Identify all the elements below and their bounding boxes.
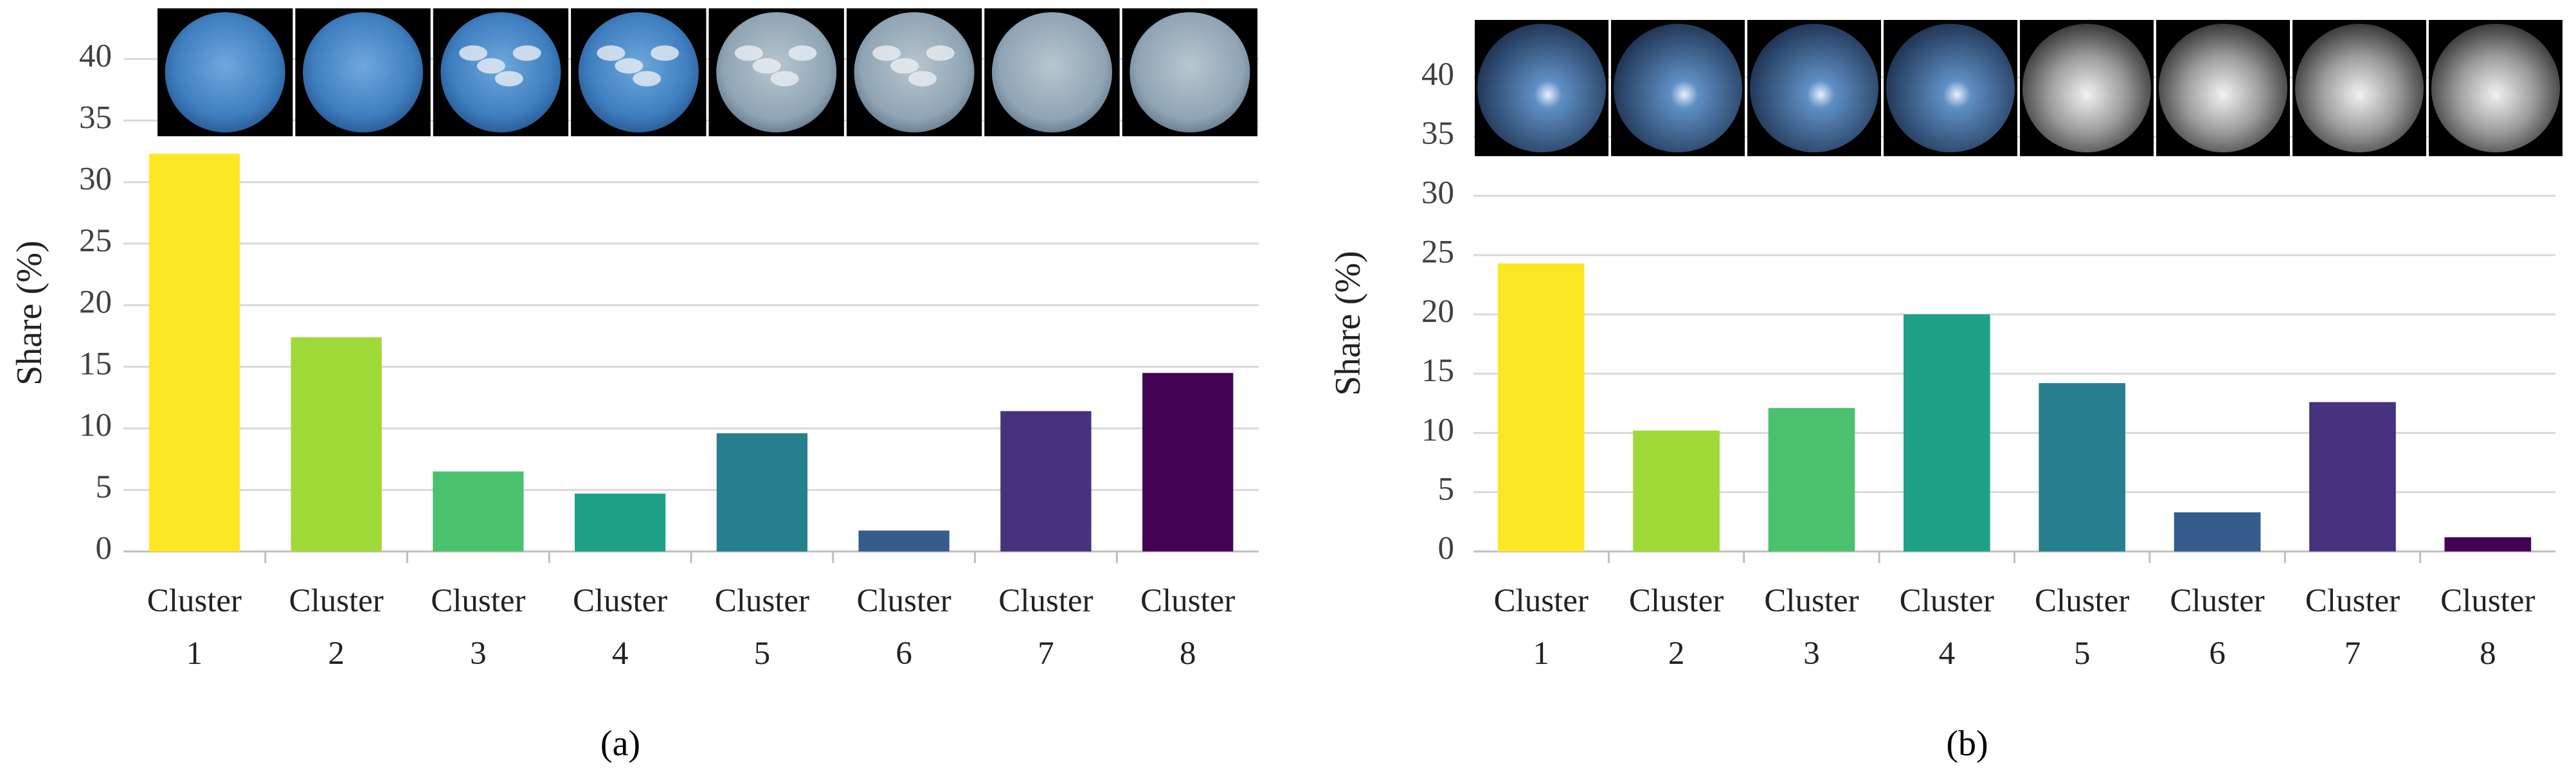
bar [433, 471, 524, 551]
cloud [734, 45, 763, 61]
y-tick-label: 15 [1421, 353, 1454, 389]
x-tick-label: Cluster 8 [2440, 583, 2535, 672]
x-tick-label: Cluster 7 [2305, 583, 2400, 672]
cloud [890, 58, 919, 74]
sky-image [716, 12, 837, 132]
cloud [615, 58, 644, 74]
y-tick-label: 25 [79, 223, 112, 259]
bar [291, 337, 382, 551]
x-tick-label: Cluster 2 [289, 583, 384, 672]
x-tick-label: Cluster 4 [1899, 583, 1994, 672]
sky-image [2431, 24, 2560, 152]
sky-image [1477, 24, 1606, 152]
cloud [908, 71, 937, 87]
cloud [651, 45, 680, 61]
bar [1633, 430, 1720, 551]
bar [2309, 402, 2396, 551]
y-tick-label: 0 [1438, 531, 1455, 567]
x-tick-label: Cluster 1 [147, 583, 242, 672]
bar [1142, 373, 1234, 551]
cloud [512, 45, 541, 61]
y-tick-label: 0 [96, 531, 113, 567]
sky-image [2159, 24, 2287, 152]
sky-image [991, 12, 1112, 132]
y-tick-label: 10 [79, 407, 112, 443]
y-tick-label: 35 [79, 100, 112, 136]
y-tick-label: 20 [1421, 294, 1454, 330]
cloud [752, 58, 781, 74]
sky-image [1614, 24, 1742, 152]
y-tick-label: 35 [1421, 116, 1454, 152]
x-tick-label: Cluster 4 [572, 583, 668, 672]
y-axis-label: Share (%) [10, 240, 50, 385]
sky-image [165, 12, 285, 132]
x-tick-label: Cluster 5 [714, 583, 810, 672]
x-tick-label: Cluster 6 [2170, 583, 2265, 672]
x-tick-label: Cluster 8 [1140, 583, 1236, 672]
y-tick-label: 30 [1421, 175, 1454, 211]
cloud [926, 45, 955, 61]
y-tick-label: 20 [79, 285, 112, 321]
y-tick-label: 40 [79, 38, 112, 74]
bar [149, 154, 240, 551]
bar [2444, 537, 2532, 551]
bar [1497, 263, 1585, 551]
y-axis-label: Share (%) [1328, 251, 1368, 395]
y-tick-label: 25 [1421, 235, 1454, 271]
sky-image [303, 12, 424, 132]
cloud [459, 45, 488, 61]
y-tick-label: 30 [79, 161, 112, 197]
sky-image [1886, 24, 2015, 152]
bar [858, 530, 950, 551]
sky-image [1130, 12, 1250, 132]
sky-image [440, 12, 561, 132]
cloud [476, 58, 505, 74]
x-tick-label: Cluster 3 [431, 583, 526, 672]
x-tick-label: Cluster 6 [856, 583, 951, 672]
sky-image [854, 12, 975, 132]
bar [2174, 512, 2261, 551]
x-tick-label: Cluster 2 [1628, 583, 1724, 672]
y-tick-label: 40 [1421, 57, 1454, 93]
x-tick-label: Cluster 3 [1764, 583, 1859, 672]
bar [716, 433, 808, 551]
cloud [597, 45, 626, 61]
cloud [788, 45, 817, 61]
cloud [633, 71, 662, 87]
bar [1768, 407, 1855, 551]
sky-image [2022, 24, 2151, 152]
x-tick-label: Cluster 5 [2035, 583, 2130, 672]
cloud [770, 71, 799, 87]
x-tick-label: Cluster 1 [1493, 583, 1589, 672]
cloud [494, 71, 523, 87]
panel-caption: (b) [1946, 724, 1988, 764]
y-tick-label: 15 [79, 346, 112, 382]
y-tick-label: 5 [96, 469, 113, 505]
bar [2039, 383, 2126, 551]
sky-image [1750, 24, 1878, 152]
sky-image [578, 12, 699, 132]
y-tick-label: 5 [1438, 471, 1455, 507]
bar [1000, 411, 1092, 551]
panel-caption: (a) [600, 724, 641, 764]
sky-image [2295, 24, 2424, 152]
bar [574, 493, 666, 551]
bar [1903, 314, 1990, 551]
cloud [872, 45, 901, 61]
x-tick-label: Cluster 7 [998, 583, 1094, 672]
y-tick-label: 10 [1421, 412, 1454, 448]
